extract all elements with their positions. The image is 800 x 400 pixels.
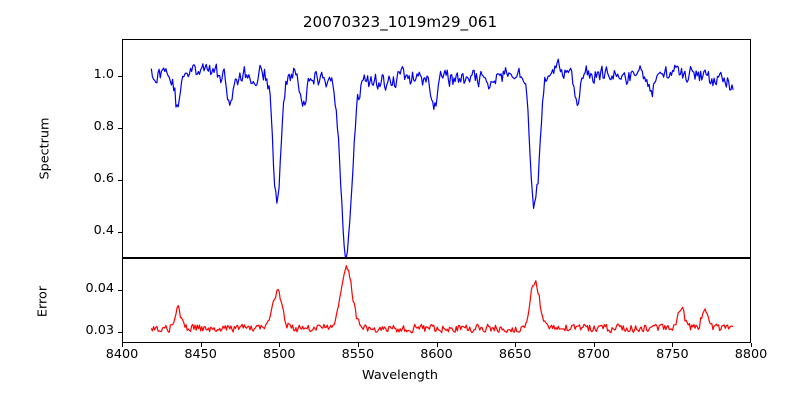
figure-title: 20070323_1019m29_061 (302, 13, 498, 31)
error-ytick-mark (118, 289, 122, 291)
xtick-label: 8450 (184, 347, 217, 362)
xtick-mark (672, 343, 674, 347)
xtick-mark (279, 343, 281, 347)
xtick-mark (357, 343, 359, 347)
xtick-mark (751, 343, 753, 347)
xtick-label: 8750 (656, 347, 689, 362)
spectrum-curve (150, 58, 734, 257)
error-ytick-label: 0.04 (85, 280, 115, 296)
spectrum-y-axis-label: Spectrum (37, 117, 53, 180)
error-curve (150, 265, 734, 334)
xtick-label: 8400 (105, 347, 139, 362)
spectrum-panel (122, 39, 751, 258)
spectrum-ytick-label: 0.4 (93, 222, 114, 238)
spectrum-ytick-mark (118, 231, 122, 234)
spectrum-ytick-mark (118, 179, 122, 181)
spectrum-ytick-mark (118, 127, 122, 129)
spectrum-ytick-labels: 0.4 0.6 0.8 1.0 (62, 39, 114, 258)
xtick-mark (515, 343, 517, 347)
error-y-axis-label: Error (35, 285, 51, 318)
error-ytick-labels: 0.03 0.04 (62, 258, 115, 343)
xtick-label: 8550 (341, 347, 375, 362)
xtick-label: 8500 (262, 347, 296, 362)
error-line-plot (150, 265, 734, 334)
xtick-label: 8600 (420, 347, 453, 362)
x-axis-label: Wavelength (362, 368, 438, 383)
spectrum-ytick-label: 0.6 (93, 170, 114, 186)
spectrum-ytick-label: 0.8 (93, 118, 114, 134)
xtick-label: 8700 (577, 347, 611, 362)
error-panel (122, 258, 751, 343)
error-ytick-label: 0.03 (85, 323, 115, 339)
spectrum-ytick-mark (118, 75, 122, 77)
xtick-mark (593, 343, 595, 347)
spectrum-line-plot (150, 58, 734, 257)
spectrum-ytick-label: 1.0 (93, 66, 114, 82)
xtick-mark (200, 343, 202, 347)
error-ytick-mark (118, 332, 122, 334)
xtick-mark (122, 343, 124, 347)
xtick-label: 8800 (734, 347, 768, 362)
xtick-mark (436, 343, 438, 347)
xtick-label: 8650 (498, 347, 532, 362)
